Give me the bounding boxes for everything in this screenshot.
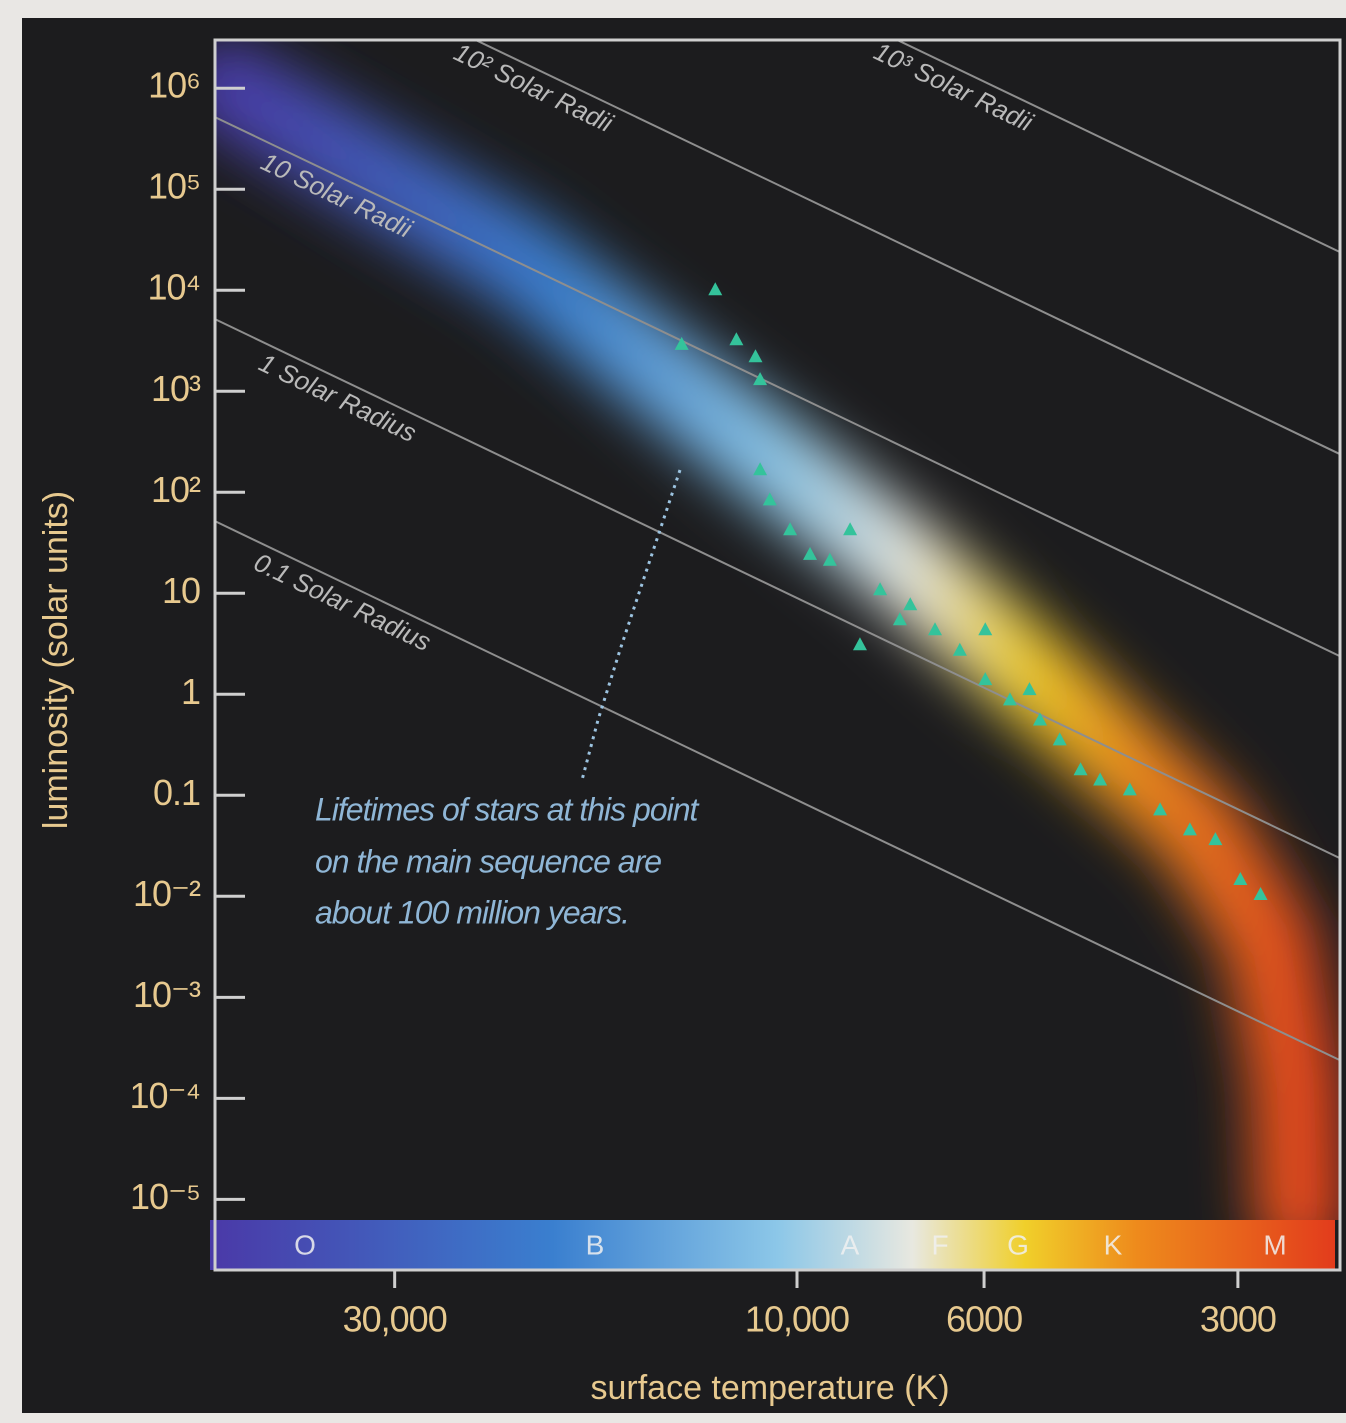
y-tick-label: 10⁵	[148, 166, 200, 207]
annotation: on the main sequence are	[315, 843, 661, 879]
y-tick-label: 10⁻⁵	[130, 1176, 200, 1217]
y-tick-label: 10³	[151, 368, 201, 409]
spectral-class: M	[1263, 1229, 1286, 1260]
annotation: about 100 million years.	[315, 894, 629, 930]
spectral-band	[210, 1220, 1335, 1270]
y-tick-label: 10²	[151, 469, 201, 510]
panel	[22, 18, 1346, 1413]
x-axis-label: surface temperature (K)	[590, 1369, 949, 1407]
y-tick-label: 10⁴	[147, 267, 200, 308]
spectral-class: A	[841, 1229, 860, 1260]
y-tick-label: 10⁻⁴	[129, 1075, 200, 1116]
x-tick-label: 3000	[1200, 1299, 1276, 1340]
chart: Lifetimes of stars at this point on the …	[0, 0, 1346, 1423]
y-axis-label: luminosity (solar units)	[37, 491, 75, 829]
y-tick-label: 1	[181, 671, 200, 712]
x-tick-label: 6000	[946, 1299, 1022, 1340]
spectral-class: G	[1007, 1229, 1029, 1260]
page: {"chart_data": { "type": "scatter", "x_l…	[0, 0, 1346, 1423]
y-tick-label: 0.1	[153, 772, 200, 813]
spectral-class: O	[294, 1229, 316, 1260]
y-tick-label: 10⁻³	[133, 974, 201, 1015]
y-tick-label: 10	[162, 570, 200, 611]
x-tick-label: 10,000	[745, 1299, 849, 1340]
y-tick-label: 10⁶	[148, 65, 200, 106]
spectral-class: B	[586, 1229, 605, 1260]
annotation: Lifetimes of stars at this point	[315, 791, 700, 827]
spectral-class: K	[1104, 1229, 1123, 1260]
x-tick-label: 30,000	[343, 1299, 447, 1340]
spectral-class: F	[931, 1229, 948, 1260]
y-tick-label: 10⁻²	[133, 873, 201, 914]
